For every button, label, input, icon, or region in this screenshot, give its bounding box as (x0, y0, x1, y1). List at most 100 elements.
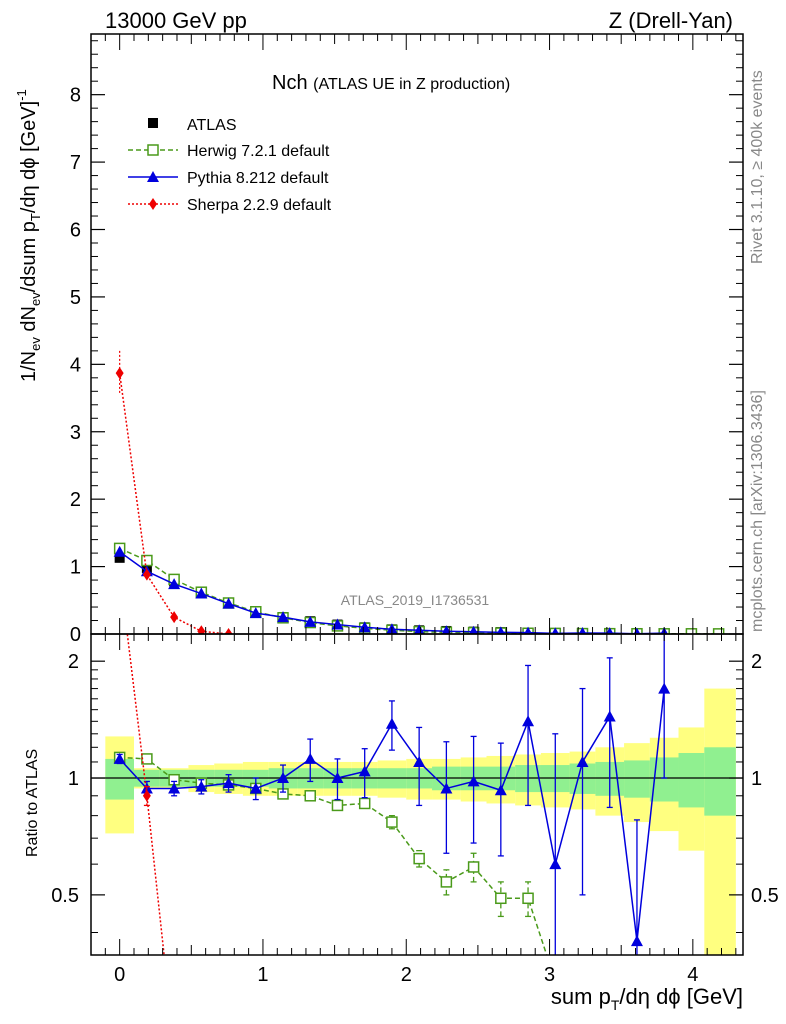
bottom-ytick-label: 2 (68, 651, 79, 673)
ratio-point-pythia (658, 682, 671, 694)
bottom-ylabel: Ratio to ATLAS (24, 749, 41, 857)
ratio-point-pythia (168, 782, 181, 794)
top-point-pythia (358, 621, 371, 633)
ratio-stat-band (624, 760, 650, 798)
ratio-point-pythia (494, 784, 507, 796)
top-point-pythia (222, 597, 235, 609)
ratio-point-pythia (467, 775, 480, 787)
top-panel: 0 1 2 3 4 5 6 7 8 Nch (ATLAS UE in Z production)… (14, 33, 744, 646)
legend-label-sherpa: Sherpa 2.2.9 default (187, 197, 332, 214)
legend-marker-atlas (148, 118, 158, 128)
ratio-point-herwig (331, 799, 344, 812)
ratio-point-herwig (440, 876, 453, 888)
ratio-point-pythia (331, 772, 344, 784)
ratio-point-pythia (277, 772, 290, 784)
top-point-sherpa (224, 628, 233, 634)
mcplots-label: mcplots.cern.ch [arXiv:1306.3436] (749, 390, 766, 632)
legend-label-pythia: Pythia 8.212 default (187, 170, 329, 187)
ratio-point-pythia (222, 777, 235, 789)
ratio-point-pythia (358, 765, 371, 777)
top-point-pythia (113, 545, 126, 557)
x-tick-label: 1 (257, 964, 268, 986)
ratio-point-pythia (195, 780, 208, 792)
top-point-pythia (496, 626, 506, 634)
ratio-point-pythia (576, 755, 589, 767)
top-point-pythia (469, 625, 479, 634)
ratio-total-band (704, 688, 736, 955)
ratio-stat-band (105, 758, 134, 800)
ratio-point-herwig (386, 816, 398, 828)
top-point-pythia (168, 578, 181, 590)
top-point-sherpa (197, 625, 206, 634)
top-ytick-label: 2 (70, 489, 81, 511)
ratio-point-pythia (603, 710, 616, 722)
x-axis-label: sum pT/dη dϕ [GeV] (551, 984, 743, 1013)
top-point-pythia (605, 627, 614, 634)
legend: ATLAS Herwig 7.2.1 default Pythia 8.212 … (128, 117, 332, 214)
ratio-point-pythia (440, 782, 453, 794)
top-line-sherpa (118, 373, 229, 634)
x-tick-label: 3 (544, 964, 555, 986)
legend-label-herwig: Herwig 7.2.1 default (187, 143, 330, 160)
ratio-point-pythia (549, 858, 562, 870)
top-point-atlas (114, 552, 125, 563)
top-ytick-label: 7 (70, 152, 81, 174)
header-right: Z (Drell-Yan) (609, 8, 733, 33)
ratio-point-pythia (304, 752, 317, 764)
top-point-sherpa (170, 611, 179, 624)
legend-label-atlas: ATLAS (187, 117, 237, 134)
bottom-panel: 0.5 0.5 1 1 2 2 0 1 2 3 4 Ratio to ATLAS (24, 633, 779, 986)
top-point-herwig (141, 554, 153, 567)
x-tick-label: 2 (401, 964, 412, 986)
ratio-point-herwig (495, 892, 507, 905)
ratio-point-pythia (113, 752, 126, 764)
bottom-ytick-label-right: 0.5 (751, 885, 779, 907)
ratio-point-herwig (467, 861, 480, 873)
ratio-point-pythia (249, 782, 262, 794)
ratio-point-pythia (630, 935, 643, 947)
ratio-point-sherpa (142, 789, 151, 802)
top-point-pythia (578, 626, 587, 634)
top-ytick-label: 3 (70, 422, 81, 444)
bottom-ytick-label: 0.5 (51, 885, 79, 907)
top-point-pythia (249, 607, 262, 619)
top-point-pythia (524, 626, 533, 634)
top-point-pythia (413, 624, 425, 634)
ratio-point-herwig (358, 797, 371, 810)
bottom-ytick-label: 1 (68, 768, 79, 790)
top-point-sherpa (142, 568, 151, 581)
rivet-label: Rivet 3.1.10, ≥ 400k events (749, 70, 766, 264)
legend-marker-sherpa (149, 198, 157, 210)
ratio-point-pythia (522, 715, 535, 727)
top-point-sherpa (115, 367, 124, 380)
bottom-frame (90, 633, 744, 956)
ratio-stat-band (704, 747, 736, 816)
ratio-point-herwig (413, 852, 425, 865)
legend-marker-pythia (147, 171, 159, 182)
top-point-pythia (277, 611, 290, 623)
x-tick-label: 0 (114, 964, 125, 986)
bottom-ytick-label-right: 2 (751, 651, 762, 673)
top-ytick-label: 4 (70, 354, 81, 376)
top-ytick-label: 0 (70, 624, 81, 646)
top-ytick-label: 6 (70, 220, 81, 242)
ratio-point-pythia (413, 755, 426, 767)
legend-marker-herwig (147, 144, 159, 156)
top-ytick-label: 5 (70, 287, 81, 309)
top-ytick-label: 8 (70, 85, 81, 107)
bottom-ytick-label-right: 1 (751, 768, 762, 790)
ratio-point-pythia (385, 717, 398, 729)
top-ylabel: 1/Nev dNev/dsum pT/dη dϕ [GeV]-1 (14, 89, 43, 382)
top-title: Nch (ATLAS UE in Z production) (272, 72, 510, 94)
top-ytick-label: 1 (70, 557, 81, 579)
x-tick-label: 4 (687, 964, 698, 986)
ratio-point-herwig (304, 790, 316, 802)
header-left: 13000 GeV pp (105, 8, 247, 33)
ratio-line-sherpa (126, 634, 165, 955)
top-point-pythia (551, 627, 559, 634)
ratio-point-herwig (522, 892, 534, 905)
top-point-pythia (304, 615, 317, 627)
ratio-stat-band (678, 753, 705, 808)
top-point-pythia (195, 587, 208, 599)
